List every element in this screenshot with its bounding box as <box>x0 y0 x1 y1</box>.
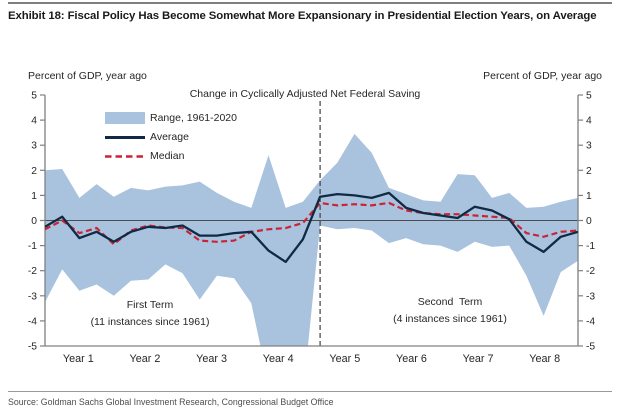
annotation-second-term-line1: Second Term <box>417 296 483 308</box>
legend-label-average: Average <box>150 131 189 143</box>
top-divider-rule <box>8 2 612 4</box>
annotation-first-term-line1: First Term <box>126 299 174 311</box>
y-tick-label-left: -3 <box>28 291 37 302</box>
y-tick-label-right: -1 <box>586 241 595 252</box>
y-tick-label-right: 2 <box>586 166 592 177</box>
y-tick-label-right: 5 <box>586 91 592 102</box>
x-tick-label-year2: Year 2 <box>129 353 161 365</box>
y-tick-label-left: 4 <box>31 116 37 127</box>
exhibit-title: Exhibit 18: Fiscal Policy Has Become Som… <box>8 10 597 22</box>
x-tick-label-year8: Year 8 <box>529 353 561 365</box>
y-tick-label-right: 1 <box>586 191 592 202</box>
y-tick-label-right: 3 <box>586 141 592 152</box>
median-line <box>45 201 578 246</box>
y-tick-label-right: 4 <box>586 116 592 127</box>
x-tick-label-year4: Year 4 <box>262 353 294 365</box>
source-attribution: Source: Goldman Sachs Global Investment … <box>8 397 334 407</box>
legend-label-median: Median <box>150 150 185 162</box>
y-tick-label-right: 0 <box>586 216 592 227</box>
y-tick-label-right: -5 <box>586 342 595 353</box>
y-tick-label-left: -1 <box>28 241 37 252</box>
y-tick-label-left: -4 <box>28 316 37 327</box>
y-axis-unit-label-left: Percent of GDP, year ago <box>28 70 147 82</box>
y-tick-label-left: 2 <box>31 166 37 177</box>
y-tick-label-left: 5 <box>31 91 37 102</box>
bottom-divider-rule <box>8 391 612 392</box>
y-tick-label-left: 0 <box>31 216 37 227</box>
annotation-first-term-line2: (11 instances since 1961) <box>90 315 210 328</box>
x-tick-label-year5: Year 5 <box>329 353 361 365</box>
y-tick-label-left: -2 <box>28 266 37 277</box>
y-tick-label-right: -4 <box>586 316 595 327</box>
range-band-area <box>45 133 578 346</box>
chart-subtitle: Change in Cyclically Adjusted Net Federa… <box>189 88 421 100</box>
x-tick-label-year7: Year 7 <box>462 353 494 365</box>
x-tick-label-year3: Year 3 <box>196 353 227 365</box>
y-tick-label-right: -2 <box>586 266 595 277</box>
legend-swatch-range <box>105 112 145 124</box>
annotation-first-term: First Term (11 instances since 1961) <box>60 297 240 331</box>
legend-label-range: Range, 1961-2020 <box>150 112 237 124</box>
annotation-second-term-line2: (4 instances since 1961) <box>393 312 507 325</box>
y-axis-unit-label-right: Percent of GDP, year ago <box>483 70 602 82</box>
annotation-second-term: Second Term (4 instances since 1961) <box>360 294 540 328</box>
y-tick-label-right: -3 <box>586 291 595 302</box>
y-tick-label-left: 1 <box>31 191 37 202</box>
y-tick-label-left: -5 <box>28 342 37 353</box>
x-tick-label-year1: Year 1 <box>62 353 94 365</box>
y-tick-label-left: 3 <box>31 141 37 152</box>
average-line <box>45 191 578 264</box>
x-tick-label-year6: Year 6 <box>396 353 427 365</box>
